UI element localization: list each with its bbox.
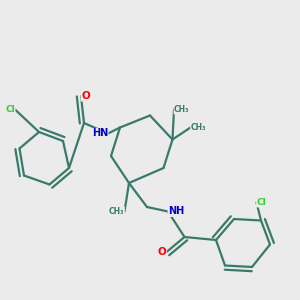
Text: NH: NH: [168, 206, 184, 217]
Text: O: O: [81, 91, 90, 101]
Text: CH₃: CH₃: [190, 123, 206, 132]
Text: Cl: Cl: [5, 105, 15, 114]
Text: Cl: Cl: [256, 198, 266, 207]
Text: CH₃: CH₃: [109, 207, 124, 216]
Text: CH₃: CH₃: [174, 105, 190, 114]
Text: O: O: [158, 247, 167, 257]
Text: HN: HN: [92, 128, 108, 139]
